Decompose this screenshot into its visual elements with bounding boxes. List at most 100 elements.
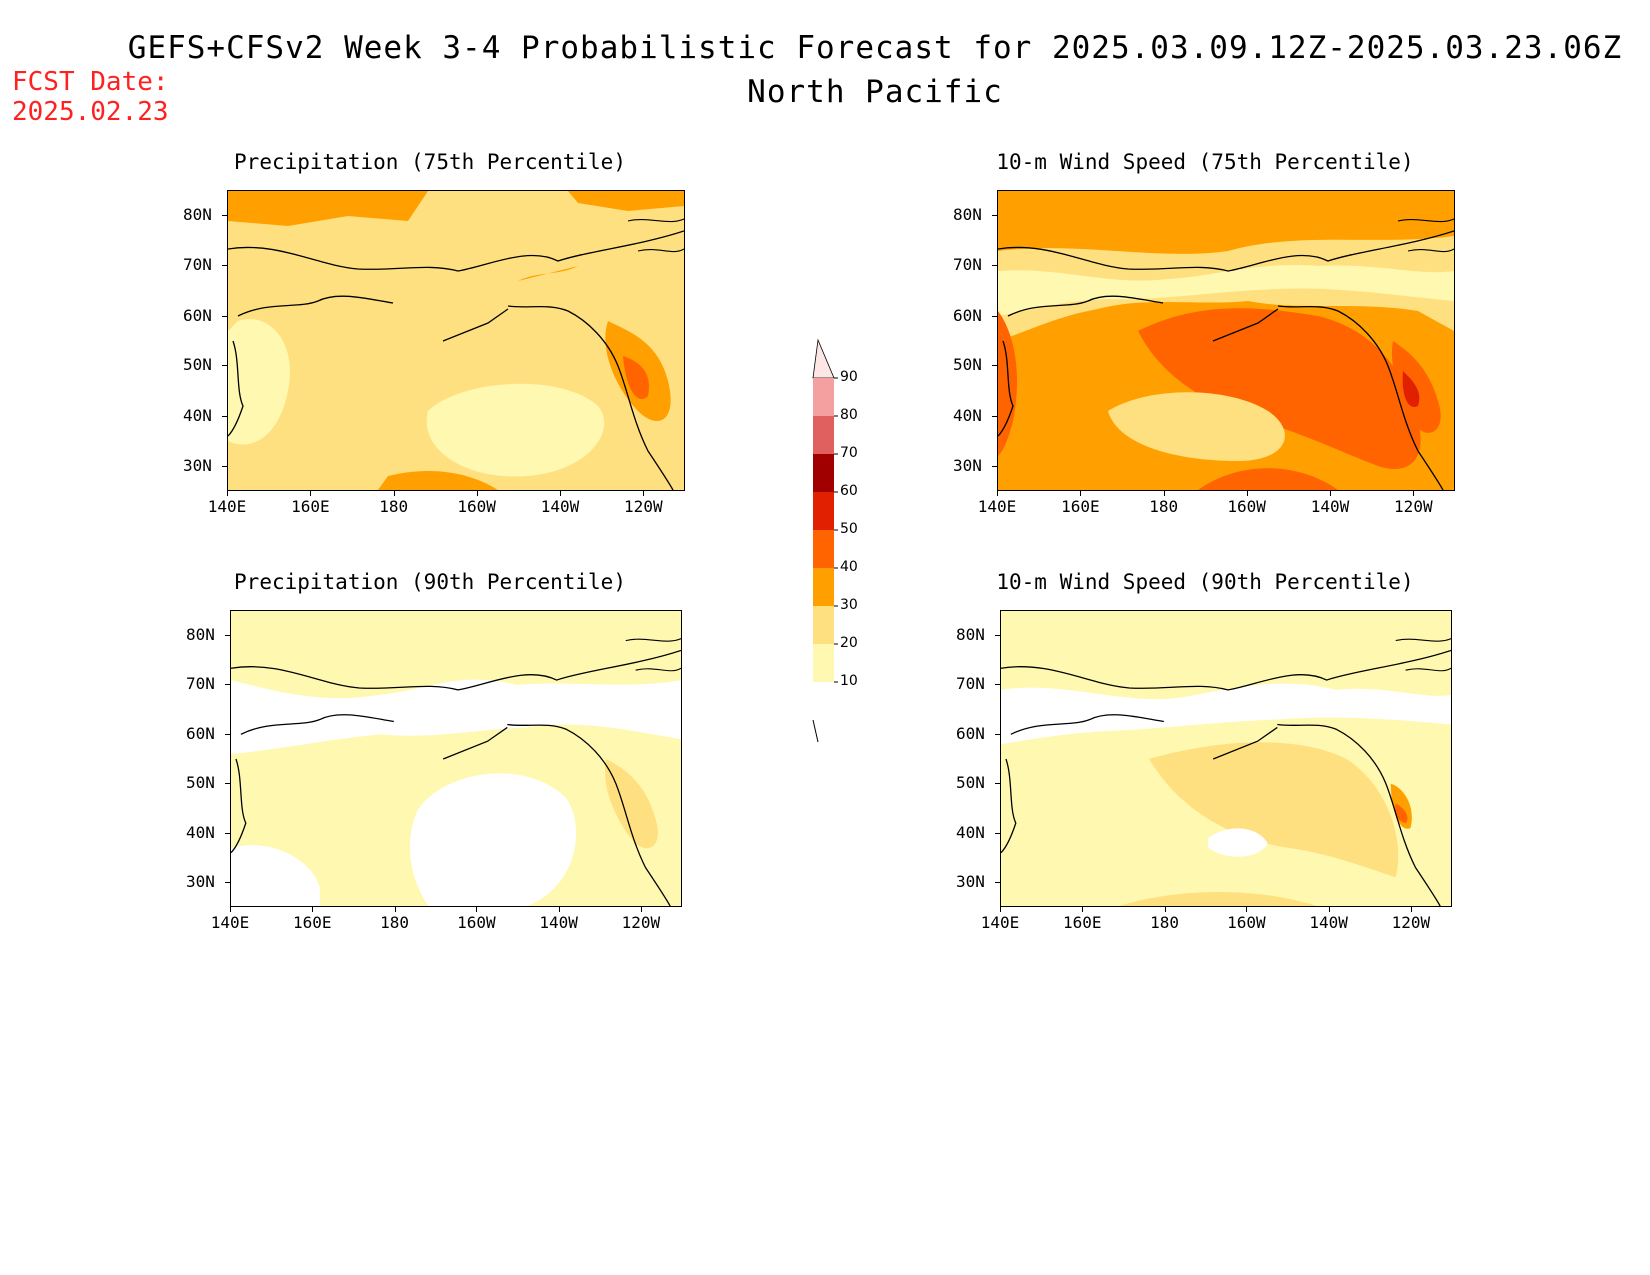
colorbar: 90 80 70 60 50 40 30 20 10	[805, 330, 865, 750]
lat-tick-mark	[222, 214, 227, 216]
lon-tick-mark	[1164, 907, 1166, 912]
colorbar-label: 90	[840, 369, 858, 385]
lon-tick-label: 160W	[1227, 497, 1266, 516]
lat-tick-label: 80N	[186, 624, 215, 644]
lon-tick-label: 140W	[1309, 913, 1348, 932]
lat-tick-mark	[222, 265, 227, 267]
colorbar-swatch	[813, 530, 834, 568]
lat-tick-label: 60N	[956, 723, 985, 743]
colorbar-swatch	[813, 454, 834, 492]
lat-tick-label: 70N	[186, 674, 215, 694]
lat-tick-mark	[995, 832, 1000, 834]
lon-tick-label: 160E	[1062, 913, 1102, 932]
lat-tick-label: 30N	[186, 872, 215, 892]
panel-precip-90: Precipitation (90th Percentile) 140E 160E…	[160, 570, 700, 950]
lat-tick-label: 30N	[183, 456, 212, 476]
lon-tick-mark	[997, 491, 998, 496]
colorbar-label: 20	[840, 635, 858, 651]
lat-tick-label: 70N	[953, 255, 982, 275]
lat-tick-mark	[992, 365, 997, 367]
forecast-date: FCST Date: 2025.02.23	[12, 67, 169, 127]
lat-tick-label: 40N	[956, 822, 985, 842]
lon-tick-label: 120W	[1394, 497, 1433, 516]
panel-title: 10-m Wind Speed (75th Percentile)	[996, 150, 1414, 174]
lon-tick-mark	[1080, 491, 1082, 496]
lon-tick-mark	[1246, 907, 1248, 912]
panel-title: Precipitation (75th Percentile)	[234, 150, 626, 174]
lon-tick-label: 140E	[977, 497, 1017, 516]
lat-tick-label: 80N	[183, 204, 212, 224]
lat-tick-mark	[992, 265, 997, 267]
lon-tick-label: 140W	[1310, 497, 1350, 516]
lon-tick-mark	[476, 907, 478, 912]
map-precip-90	[230, 610, 682, 907]
lat-tick-label: 60N	[186, 723, 215, 743]
lon-tick-label: 180	[380, 913, 409, 932]
colorbar-label: 60	[840, 483, 858, 499]
lon-tick-mark	[393, 491, 395, 496]
lat-tick-label: 40N	[183, 405, 212, 425]
lon-tick-label: 180	[1150, 913, 1179, 932]
forecast-date-label: FCST Date:	[12, 67, 169, 97]
lon-tick-mark	[227, 491, 228, 496]
lat-tick-mark	[995, 882, 1000, 884]
lon-tick-mark	[1328, 907, 1330, 912]
colorbar-label: 50	[840, 521, 858, 537]
panel-wind-75: 10-m Wind Speed (75th Percentile) 140E 16…	[935, 150, 1475, 530]
map-wind-75-svg	[998, 191, 1454, 490]
colorbar-label: 70	[840, 445, 858, 461]
lon-tick-label: 160E	[291, 497, 330, 516]
lat-tick-mark	[225, 882, 230, 884]
lon-tick-label: 160W	[1227, 913, 1266, 932]
lon-tick-mark	[559, 491, 561, 496]
lat-tick-mark	[995, 634, 1000, 636]
lat-tick-label: 70N	[183, 255, 212, 275]
colorbar-swatch	[813, 568, 834, 606]
figure-title: GEFS+CFSv2 Week 3-4 Probabilistic Foreca…	[127, 30, 1623, 66]
lat-tick-mark	[225, 634, 230, 636]
lon-tick-label: 160E	[1061, 497, 1100, 516]
colorbar-label: 40	[840, 559, 858, 575]
map-wind-75	[997, 190, 1455, 491]
lat-tick-mark	[225, 783, 230, 785]
colorbar-label: 10	[840, 673, 858, 689]
colorbar-swatch	[813, 644, 834, 682]
lon-tick-label: 120W	[624, 497, 663, 516]
lon-tick-mark	[1000, 907, 1001, 912]
lat-tick-label: 50N	[183, 355, 212, 375]
colorbar-swatch	[813, 492, 834, 530]
lon-tick-mark	[1329, 491, 1331, 496]
lat-tick-label: 70N	[956, 674, 985, 694]
map-precip-75-svg	[228, 191, 684, 490]
lat-tick-label: 30N	[953, 456, 982, 476]
lat-tick-label: 40N	[186, 822, 215, 842]
lon-tick-label: 120W	[1391, 913, 1431, 932]
lat-tick-label: 40N	[953, 405, 982, 425]
lon-tick-mark	[1246, 491, 1248, 496]
lon-tick-mark	[1410, 907, 1412, 912]
panel-title: Precipitation (90th Percentile)	[234, 570, 626, 594]
forecast-date-value: 2025.02.23	[12, 97, 169, 127]
lat-tick-label: 80N	[953, 204, 982, 224]
lat-tick-mark	[225, 832, 230, 834]
lon-tick-mark	[558, 907, 560, 912]
panel-precip-75: Precipitation (75th Percentile) 140E 160E…	[160, 150, 700, 530]
lon-tick-label: 160W	[457, 913, 496, 932]
lat-tick-label: 50N	[956, 773, 985, 793]
lon-tick-mark	[1163, 491, 1165, 496]
lon-tick-label: 140E	[980, 913, 1020, 932]
colorbar-upper-triangle	[812, 338, 835, 379]
colorbar-label: 80	[840, 407, 858, 423]
colorbar-label: 30	[840, 597, 858, 613]
colorbar-swatch	[813, 606, 834, 644]
lon-tick-mark	[394, 907, 396, 912]
lon-tick-label: 160W	[457, 497, 496, 516]
lon-tick-mark	[476, 491, 478, 496]
lat-tick-mark	[995, 684, 1000, 686]
lon-tick-mark	[640, 907, 642, 912]
lon-tick-label: 180	[1149, 497, 1179, 516]
lon-tick-label: 120W	[621, 913, 661, 932]
lon-tick-mark	[312, 907, 314, 912]
colorbar-swatch	[813, 378, 834, 416]
lat-tick-mark	[225, 684, 230, 686]
